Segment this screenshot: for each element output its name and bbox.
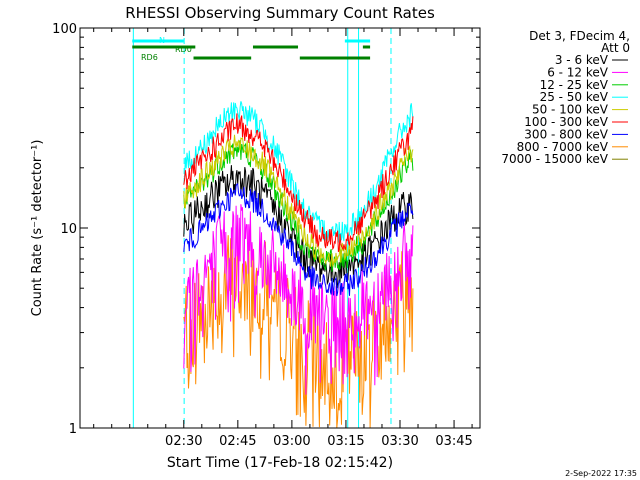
x-tick-label: 03:45 (435, 434, 472, 449)
legend-entry-label-8: 7000 - 15000 keV (501, 152, 608, 166)
series-line-4 (183, 134, 414, 267)
legend-header-line-1: Det 3, FDecim 4, (529, 29, 630, 43)
y-tick-label: 10 (60, 222, 77, 237)
chart-title: RHESSI Observing Summary Count Rates (125, 4, 435, 22)
series-line-6 (183, 183, 414, 297)
legend-entry-label-7: 800 - 7000 keV (517, 140, 609, 154)
legend-entry-label-2: 12 - 25 keV (540, 78, 609, 92)
y-tick-label: 1 (69, 422, 77, 437)
y-tick-label: 100 (52, 22, 77, 37)
footer-timestamp: 2-Sep-2022 17:35 (565, 469, 637, 478)
x-tick-label: 02:30 (165, 434, 202, 449)
status-bar-label-rd6: RD6 (141, 53, 158, 62)
x-tick-label: 02:45 (219, 434, 256, 449)
status-bar-label-rd0: RD0 (175, 45, 192, 54)
legend-entry-label-0: 3 - 6 keV (555, 53, 609, 67)
legend-entry-label-1: 6 - 12 keV (547, 65, 609, 79)
legend-header-line-2: Att 0 (601, 41, 630, 55)
legend-entry-label-4: 50 - 100 keV (532, 103, 609, 117)
x-tick-label: 03:30 (381, 434, 418, 449)
x-axis-label: Start Time (17-Feb-18 02:15:42) (167, 455, 393, 471)
series-line-0 (183, 165, 414, 289)
status-bar-label-n: N (159, 36, 165, 45)
legend-entry-label-6: 300 - 800 keV (524, 127, 608, 141)
series-line-5 (183, 113, 414, 253)
plot-frame (79, 27, 481, 429)
x-tick-label: 03:00 (273, 434, 310, 449)
x-tick-label: 03:15 (327, 434, 364, 449)
legend-entry-label-3: 25 - 50 keV (540, 90, 609, 104)
legend-entry-label-5: 100 - 300 keV (524, 115, 608, 129)
y-axis-label: Count Rate (s⁻¹ detector⁻¹) (30, 140, 45, 317)
series-line-1 (183, 204, 414, 395)
